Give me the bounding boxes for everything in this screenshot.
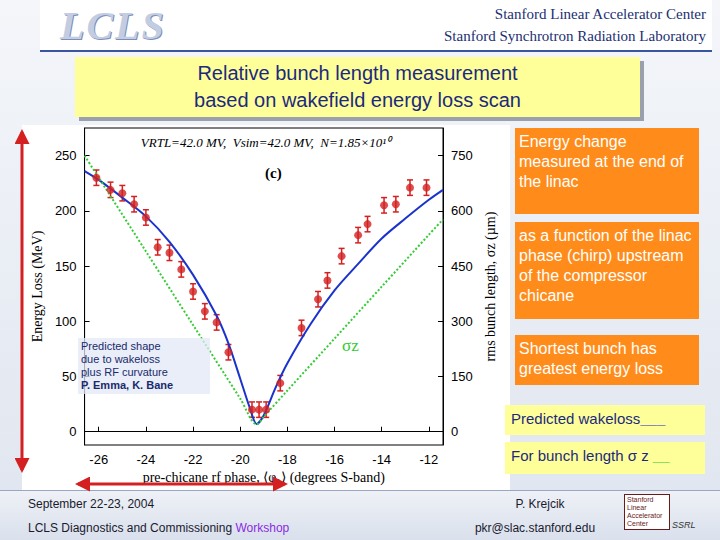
svg-text:-14: -14 — [372, 452, 391, 467]
html-text:Accelerator: Accelerator — [627, 512, 663, 519]
html-text:Energy change measured at the: Energy change measured at the end of the… — [519, 133, 684, 190]
svg-text:250: 250 — [55, 148, 77, 163]
svg-text:100: 100 — [55, 314, 77, 329]
html-text:P. Krejcik: P. Krejcik — [515, 497, 565, 511]
svg-text:pre-chicane rf phase, ⟨φ₁⟩ (de: pre-chicane rf phase, ⟨φ₁⟩ (degrees S-ba… — [143, 470, 386, 486]
svg-text:450: 450 — [451, 259, 473, 274]
html-text:Stanford Synchrotron Radiation: Stanford Synchrotron Radiation Laborator… — [444, 28, 706, 44]
svg-text:-22: -22 — [184, 452, 203, 467]
svg-text:750: 750 — [451, 148, 473, 163]
svg-text:200: 200 — [55, 203, 77, 218]
svg-text:-16: -16 — [325, 452, 344, 467]
svg-text:-20: -20 — [231, 452, 250, 467]
html-text:September 22-23, 2004: September 22-23, 2004 — [28, 497, 155, 511]
svg-text:-18: -18 — [278, 452, 297, 467]
html-text:Center: Center — [627, 520, 648, 527]
svg-text:0: 0 — [69, 424, 76, 439]
svg-text:σz: σz — [342, 336, 359, 355]
svg-text:600: 600 — [451, 203, 473, 218]
html-text:P. Emma, K. Bane: P. Emma, K. Bane — [81, 379, 174, 391]
svg-text:150: 150 — [451, 369, 473, 384]
svg-text:(c): (c) — [265, 165, 282, 182]
html-text:Relative bunch length measurem: Relative bunch length measurement — [197, 62, 518, 84]
svg-text:0: 0 — [451, 424, 458, 439]
svg-text:VRTL=42.0 MV, Vsim=42.0 MV,: VRTL=42.0 MV, Vsim=42.0 MV, N=1.85×10¹⁰ — [141, 135, 393, 150]
html-text:plus RF curvature: plus RF curvature — [81, 366, 168, 378]
html-text:Shortest bunch has greatest en: Shortest bunch has greatest energy loss — [519, 340, 664, 377]
svg-text:rms bunch length, σz (µm): rms bunch length, σz (µm) — [483, 211, 499, 361]
html-text:Predicted wakeloss ___: Predicted wakeloss ___ — [511, 410, 666, 427]
html-text:LCLS Diagnostics and Commissio: LCLS Diagnostics and Commissioning Works… — [28, 521, 290, 535]
html-text:Linear: Linear — [627, 504, 647, 511]
svg-text:150: 150 — [55, 259, 77, 274]
svg-text:50: 50 — [62, 369, 76, 384]
svg-text:300: 300 — [451, 314, 473, 329]
html-text:LCLS: LCLS — [60, 3, 166, 48]
html-text:Predicted shape: Predicted shape — [81, 340, 161, 352]
html-text:as a function of the linac pha: as a function of the linac phase (chirp)… — [519, 227, 692, 304]
html-text:SSRL: SSRL — [672, 520, 696, 530]
html-text:based on wakefield energy loss: based on wakefield energy loss scan — [194, 89, 521, 111]
html-text:Stanford: Stanford — [627, 496, 654, 503]
html-text:For bunch length σ z __: For bunch length σ z __ — [511, 447, 670, 464]
svg-text:-26: -26 — [89, 452, 108, 467]
svg-text:Energy Loss (MeV): Energy Loss (MeV) — [30, 230, 46, 342]
html-text:Stanford Linear Accelerator Ce: Stanford Linear Accelerator Center — [494, 6, 706, 22]
html-text:pkr@slac.stanford.edu: pkr@slac.stanford.edu — [474, 521, 596, 535]
svg-text:-12: -12 — [419, 452, 438, 467]
svg-text:-24: -24 — [136, 452, 155, 467]
html-text:due to wakeloss: due to wakeloss — [81, 353, 160, 365]
